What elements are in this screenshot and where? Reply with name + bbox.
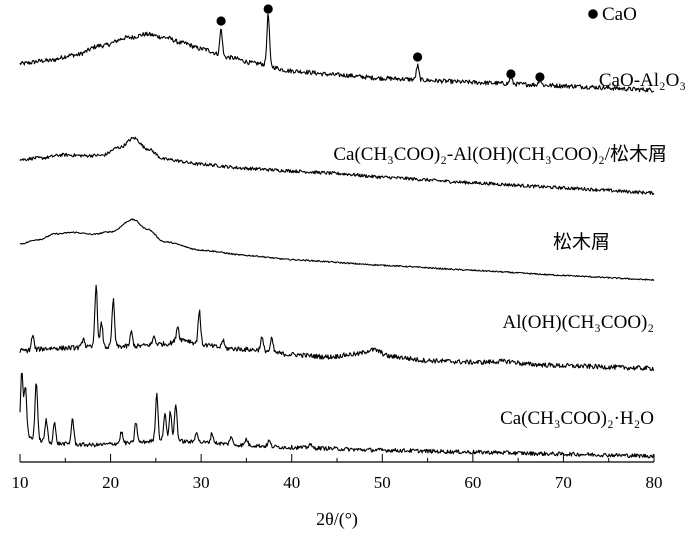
cao-marker-4 — [506, 69, 516, 79]
series-trace-5 — [19, 372, 655, 459]
x-tick-label: 10 — [12, 473, 29, 492]
series-label-1: CaO-Al₂O₃ — [599, 70, 686, 91]
series-label-5: Ca(CH₃COO)₂·H₂O — [500, 408, 654, 429]
series-label-3: 松木屑 — [553, 231, 610, 253]
series-trace-2 — [19, 136, 655, 196]
legend-label: CaO — [602, 4, 637, 25]
xrd-traces — [19, 13, 655, 459]
x-axis-title: 2θ/(°) — [316, 509, 358, 530]
x-tick-label: 30 — [193, 473, 210, 492]
series-trace-3 — [19, 218, 655, 281]
series-labels: CaO-Al₂O₃ Ca(CH₃COO)₂-Al(OH)(CH₃COO)₂/松木屑… — [333, 70, 686, 429]
series-trace-4 — [19, 284, 655, 372]
x-tick-label: 60 — [464, 473, 481, 492]
x-tick-label: 40 — [283, 473, 300, 492]
series-trace-1 — [19, 13, 654, 93]
x-tick-label: 20 — [102, 473, 119, 492]
cao-marker-5 — [535, 72, 545, 82]
cao-peak-markers — [216, 4, 545, 82]
cao-marker-3 — [413, 52, 423, 62]
x-axis-ticks: 10 20 30 40 50 60 70 80 — [12, 454, 663, 492]
series-label-2: Ca(CH₃COO)₂-Al(OH)(CH₃COO)₂/松木屑 — [333, 143, 667, 165]
cao-marker-1 — [216, 16, 226, 26]
x-tick-label: 50 — [374, 473, 391, 492]
legend-marker-icon — [588, 9, 598, 19]
x-tick-label: 70 — [555, 473, 572, 492]
series-label-4: Al(OH)(CH₃COO)₂ — [502, 312, 654, 333]
x-tick-label: 80 — [646, 473, 663, 492]
cao-marker-2 — [263, 4, 273, 14]
legend: CaO — [588, 4, 637, 25]
